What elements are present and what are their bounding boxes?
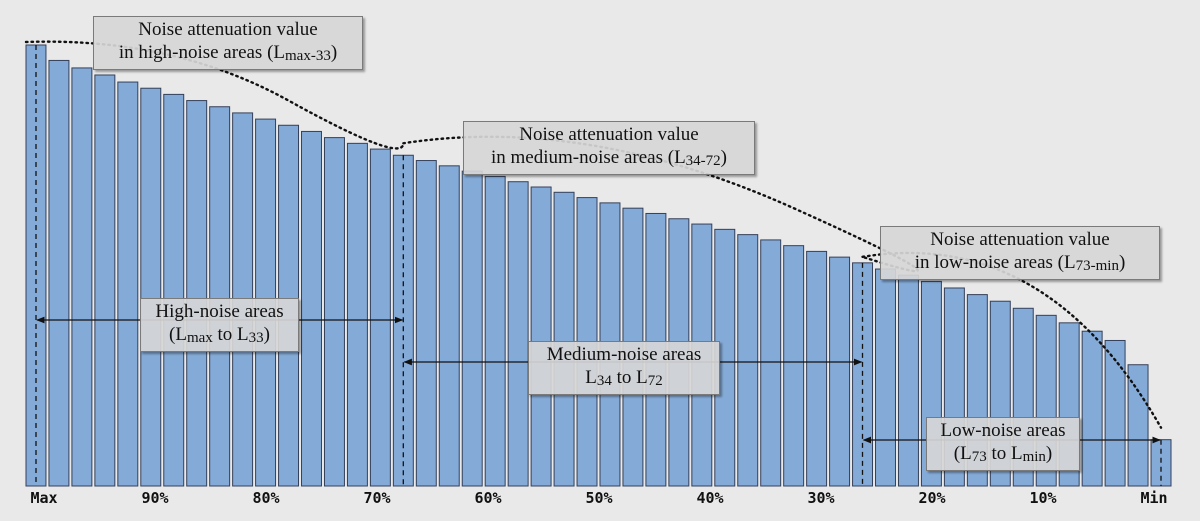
annotation-high-areas: High-noise areas (Lmax to L33) [140,298,299,352]
annotation-low-value-line1: Noise attenuation value [930,229,1110,250]
annotation-medium-value-line2: in medium-noise areas (L34-72) [490,147,727,169]
annotation-low-areas: Low-noise areas (L73 to Lmin) [926,417,1080,471]
annotation-medium-areas-line1: Medium-noise areas [546,344,702,365]
x-tick-label: Max [30,489,57,507]
bar [94,74,116,487]
x-tick-label: 40% [696,489,723,507]
bar [760,239,782,487]
x-tick-label: 60% [474,489,501,507]
envelope-dotted-curve [861,251,1163,429]
annotation-low-value: Noise attenuation value in low-noise are… [880,226,1160,280]
x-tick-labels: Max 90% 80% 70% 60% 50% 40% 30% 20% 10% Min [30,489,1167,507]
bar [438,165,460,487]
annotation-medium-value: Noise attenuation value in medium-noise … [463,121,755,175]
bar [140,87,162,487]
annotation-high-areas-line1: High-noise areas [155,301,284,322]
annotation-high-areas-line2: (Lmax to L33) [169,324,270,346]
bar [117,81,139,487]
x-tick-label: 80% [252,489,279,507]
bar [484,175,506,487]
bar [783,245,805,487]
bar [553,191,575,487]
bar [1104,339,1126,487]
x-tick-label: 70% [363,489,390,507]
annotation-high-value: Noise attenuation value in high-noise ar… [93,16,363,70]
bar [323,137,345,487]
x-tick-label: Min [1140,489,1167,507]
bar [71,67,93,487]
annotation-medium-value-line1: Noise attenuation value [519,124,699,145]
bar [461,170,483,487]
annotation-medium-areas: Medium-noise areas L34 to L72 [528,341,720,395]
annotation-low-value-line2: in low-noise areas (L73-min) [914,252,1126,274]
bar [209,106,231,487]
x-tick-label: 30% [807,489,834,507]
bar [48,59,70,487]
x-tick-label: 10% [1029,489,1056,507]
bars-group [25,44,1172,487]
x-tick-label: 90% [141,489,168,507]
x-tick-label: 20% [918,489,945,507]
bar [875,268,896,487]
bar [829,256,851,487]
bar [530,186,552,487]
bar [369,148,391,487]
annotation-high-value-line2: in high-noise areas (Lmax-33) [118,42,338,64]
annotation-high-value-line1: Noise attenuation value [138,19,318,40]
bar [1081,330,1103,487]
bar [1127,364,1149,487]
bar [301,130,322,487]
bar [507,181,529,487]
bar [806,250,828,487]
annotation-low-areas-line1: Low-noise areas [940,420,1066,441]
x-tick-label: 50% [585,489,612,507]
annotation-medium-areas-line2: L34 to L72 [585,367,663,389]
annotation-low-areas-line2: (L73 to Lmin) [953,443,1053,465]
bar [346,142,368,487]
bar [415,160,437,487]
bar [737,234,759,487]
bar [186,100,208,487]
bar [163,93,185,487]
bar [897,274,919,487]
